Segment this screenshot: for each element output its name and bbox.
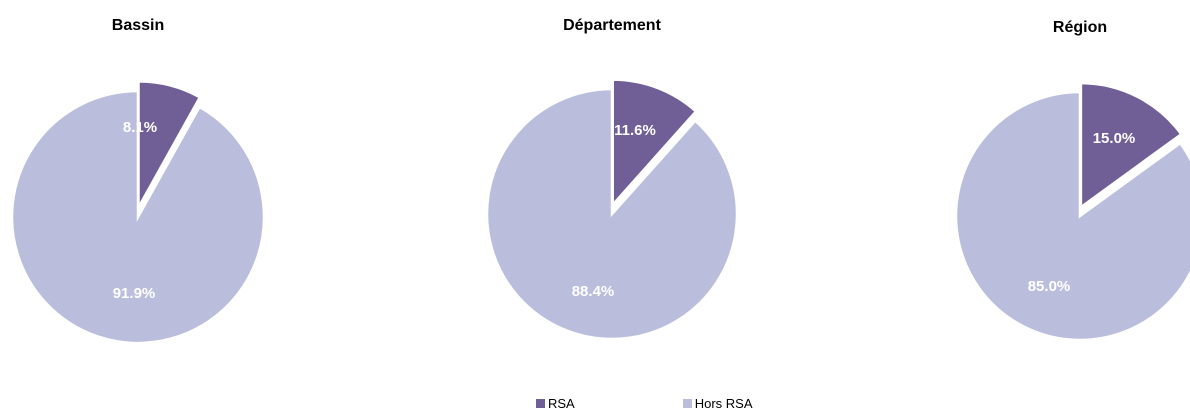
chart-title: Bassin	[112, 17, 164, 34]
slice-label-hors-rsa: 85.0%	[1028, 278, 1071, 295]
legend-item-hors-rsa: Hors RSA	[682, 396, 753, 411]
slice-label-hors-rsa: 91.9%	[113, 285, 156, 302]
pie-slice-rsa	[611, 78, 698, 208]
pie-slice-hors-rsa	[10, 89, 266, 345]
pie-chart-3: 15.0% 85.0% Région	[954, 19, 1190, 342]
legend-swatch-rsa	[536, 399, 545, 408]
legend-item-rsa: RSA	[536, 396, 575, 411]
legend-swatch-hors-rsa	[682, 399, 692, 408]
chart-title: Région	[1053, 19, 1107, 36]
chart-legend: RSA Hors RSA	[536, 396, 861, 411]
slice-label-hors-rsa: 88.4%	[572, 283, 615, 300]
slice-label-rsa: 8.1%	[123, 119, 157, 136]
pie-slice-hors-rsa	[954, 90, 1190, 342]
pie-slice-rsa	[137, 80, 202, 213]
slice-label-rsa: 11.6%	[614, 122, 656, 139]
legend-label-hors-rsa: Hors RSA	[694, 396, 753, 411]
pie-chart-1: 8.1% 91.9% Bassin	[10, 17, 266, 345]
slice-label-rsa: 15.0%	[1093, 130, 1136, 147]
pie-slice-rsa	[1079, 81, 1183, 210]
pie-slice-hors-rsa	[485, 87, 739, 341]
pie-chart-2: 11.6% 88.4% Département	[485, 17, 739, 341]
chart-title: Département	[563, 17, 661, 34]
legend-label-rsa: RSA	[548, 396, 575, 411]
